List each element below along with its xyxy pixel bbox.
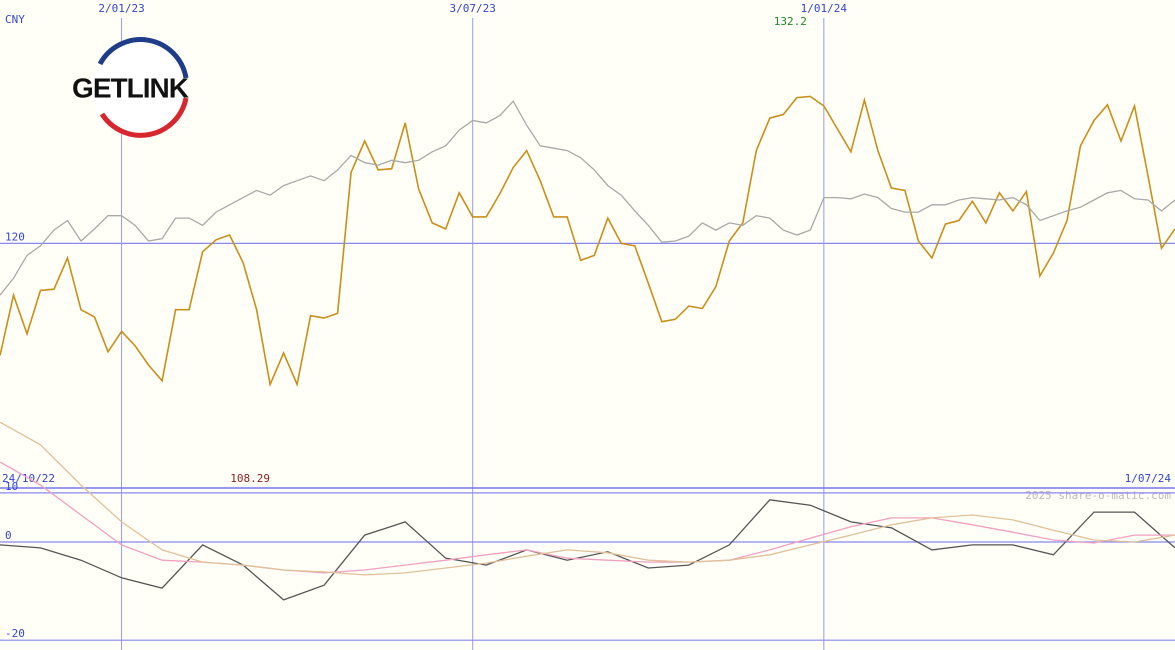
y-tick-label: 120	[5, 230, 25, 243]
logo: GETLINK	[72, 37, 190, 138]
series-line	[0, 499, 1175, 601]
logo-backing	[92, 40, 188, 136]
series-line	[0, 461, 1175, 574]
x-tick-label: 1/07/24	[1125, 472, 1172, 485]
y-tick-label: 10	[5, 480, 18, 493]
logo-arc-blue	[97, 37, 189, 79]
logo-arc-red	[99, 97, 189, 138]
x-tick-label: 1/01/24	[801, 2, 848, 15]
y-tick-label: 0	[5, 529, 12, 542]
series-line	[0, 421, 1175, 576]
y-axis-label: CNY	[5, 13, 25, 26]
y-tick-label: -20	[5, 627, 25, 640]
logo-text: GETLINK	[72, 72, 189, 103]
watermark: 2025 share-o-matic.com	[1025, 489, 1171, 502]
x-tick-label: 3/07/23	[450, 2, 496, 15]
series-line	[0, 100, 1175, 296]
value-label: 132.2	[774, 15, 807, 28]
value-label: 108.29	[230, 472, 270, 485]
x-tick-label: 2/01/23	[98, 2, 144, 15]
series-line	[0, 95, 1175, 388]
